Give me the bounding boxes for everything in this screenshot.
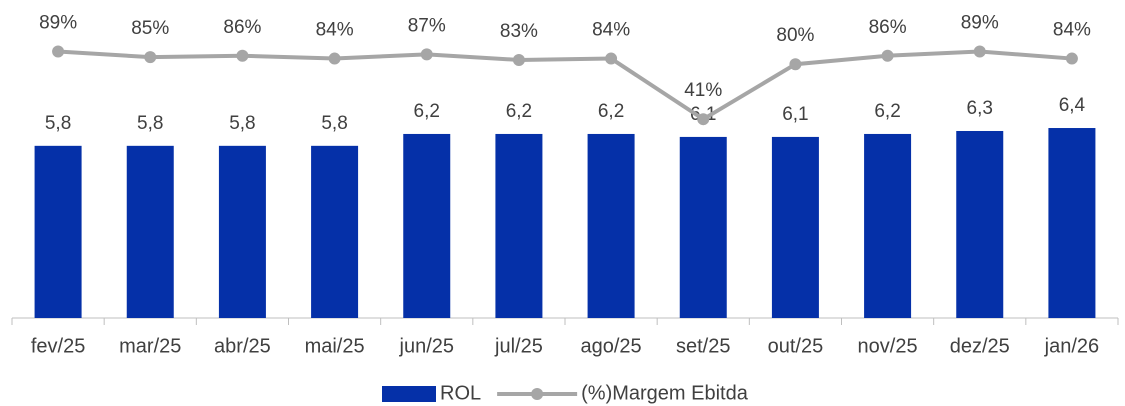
bar — [771, 136, 819, 318]
bar-label: 6,4 — [1059, 95, 1086, 116]
bar-label: 5,8 — [45, 113, 71, 134]
line-marker — [52, 45, 65, 58]
line-marker — [605, 52, 618, 65]
legend-label: ROL — [440, 382, 481, 404]
bar-label: 5,8 — [137, 113, 163, 134]
bar — [956, 130, 1004, 318]
bar-label: 6,3 — [967, 98, 993, 119]
line-label: 85% — [131, 18, 169, 39]
bar-label: 5,8 — [229, 113, 255, 134]
line-marker — [697, 113, 710, 126]
line-marker — [881, 49, 894, 62]
legend-marker — [531, 388, 544, 400]
x-tick-label: dez/25 — [950, 335, 1010, 357]
line-label: 86% — [869, 17, 907, 38]
bar-label: 6,2 — [414, 101, 440, 122]
line-marker — [144, 51, 157, 64]
line-label: 41% — [684, 80, 722, 101]
bar — [587, 133, 635, 318]
bar-label: 5,8 — [321, 113, 347, 134]
bar — [126, 145, 174, 318]
x-tick-label: ago/25 — [580, 335, 641, 357]
bar-label: 6,1 — [782, 104, 808, 125]
bar — [403, 133, 451, 318]
bar — [218, 145, 266, 318]
bar — [495, 133, 543, 318]
line-label: 83% — [500, 21, 538, 42]
x-tick-label: fev/25 — [31, 335, 85, 357]
bar — [679, 136, 727, 318]
line-label: 84% — [316, 20, 354, 41]
line-marker — [973, 45, 986, 58]
line — [57, 49, 1073, 122]
x-tick-label: mai/25 — [305, 335, 365, 357]
line-label: 89% — [961, 13, 999, 34]
bar-label: 6,2 — [598, 101, 624, 122]
line-marker — [420, 48, 433, 61]
x-tick-label: out/25 — [768, 335, 824, 357]
x-tick-label: jun/25 — [399, 335, 455, 357]
x-tick-label: jul/25 — [494, 335, 543, 357]
bar — [311, 145, 359, 318]
bar — [34, 145, 82, 318]
legend-swatch — [382, 386, 436, 402]
bar — [864, 133, 912, 318]
line-label: 89% — [39, 13, 77, 34]
line-marker — [236, 49, 249, 62]
line-label: 87% — [408, 15, 446, 36]
line-marker — [328, 52, 341, 65]
line-label: 86% — [223, 17, 261, 38]
line-marker — [789, 58, 802, 71]
x-tick-label: mar/25 — [119, 335, 181, 357]
x-tick-label: set/25 — [676, 335, 730, 357]
line-label: 84% — [592, 20, 630, 41]
x-tick-label: jan/26 — [1044, 335, 1100, 357]
line-label: 84% — [1053, 20, 1091, 41]
legend-label: (%)Margem Ebitda — [581, 382, 749, 404]
line-label: 80% — [776, 25, 814, 46]
bar-label: 6,2 — [874, 101, 900, 122]
x-tick-label: nov/25 — [858, 335, 918, 357]
line-marker — [1065, 52, 1078, 65]
bar — [1048, 128, 1096, 318]
line-marker — [512, 53, 525, 66]
x-tick-label: abr/25 — [214, 335, 271, 357]
bar-label: 6,2 — [506, 101, 532, 122]
